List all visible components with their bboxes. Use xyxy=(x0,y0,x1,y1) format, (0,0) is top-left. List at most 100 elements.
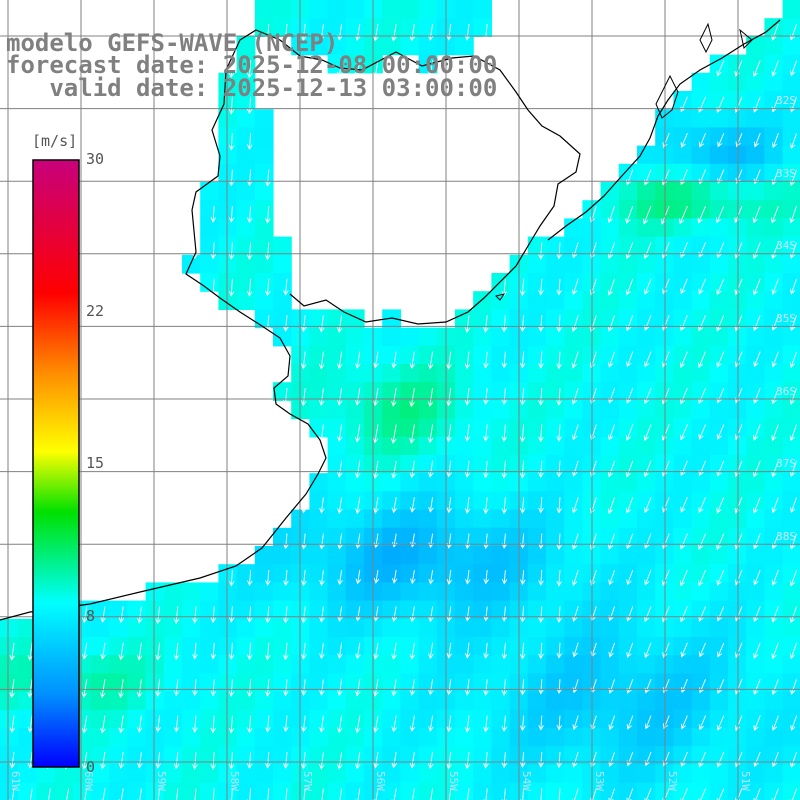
wind-speed-cell xyxy=(309,0,329,19)
wind-arrow xyxy=(373,788,379,800)
wind-speed-cell xyxy=(527,582,547,602)
wind-speed-cell xyxy=(618,728,638,747)
wind-speed-cell xyxy=(109,764,128,784)
wind-arrow xyxy=(354,387,361,406)
wind-speed-cell xyxy=(218,764,238,784)
wind-speed-cell xyxy=(546,400,565,420)
wind-speed-cell xyxy=(400,0,420,19)
wind-arrow xyxy=(501,788,508,800)
wind-arrow xyxy=(192,715,198,733)
wind-arrow xyxy=(337,23,343,41)
wind-arrow xyxy=(9,788,15,800)
wind-speed-cell xyxy=(491,327,511,347)
wind-arrow xyxy=(283,606,289,624)
wind-speed-cell xyxy=(400,691,420,711)
wind-speed-cell xyxy=(546,327,565,347)
wind-speed-cell xyxy=(327,637,347,656)
wind-speed-cell xyxy=(473,0,492,19)
wind-arrow xyxy=(157,788,161,800)
wind-arrow xyxy=(265,751,271,769)
wind-speed-cell xyxy=(254,746,274,765)
wind-speed-cell xyxy=(273,18,292,37)
wind-arrow xyxy=(753,424,761,441)
wind-speed-cell xyxy=(637,236,656,256)
wind-speed-cell xyxy=(200,709,219,729)
wind-speed-cell xyxy=(600,418,620,438)
lat-label-32s: 32S xyxy=(776,94,796,107)
wind-arrow xyxy=(337,533,343,550)
wind-speed-cell xyxy=(673,782,693,800)
wind-speed-cell xyxy=(527,345,547,365)
wind-speed-cell xyxy=(491,491,511,511)
wind-arrow xyxy=(66,788,70,800)
wind-speed-cell xyxy=(254,218,274,238)
wind-arrow xyxy=(318,351,325,370)
wind-speed-cell xyxy=(691,709,711,729)
wind-speed-cell xyxy=(109,618,128,638)
wind-speed-cell xyxy=(546,273,565,292)
wind-speed-cell xyxy=(728,218,747,238)
wind-speed-cell xyxy=(746,418,765,438)
wind-speed-cell xyxy=(691,764,711,784)
wind-speed-cell xyxy=(382,455,401,474)
wind-speed-cell xyxy=(782,564,800,583)
wind-speed-cell xyxy=(382,655,401,674)
wind-speed-cell xyxy=(455,564,474,583)
wind-speed-cell xyxy=(236,36,256,56)
wind-arrow xyxy=(446,569,453,585)
wind-speed-cell xyxy=(309,36,329,56)
wind-arrow xyxy=(246,788,253,800)
wind-speed-cell xyxy=(600,200,620,219)
wind-speed-cell xyxy=(618,236,638,256)
wind-arrow xyxy=(538,606,544,624)
wind-speed-cell xyxy=(72,782,92,800)
wind-speed-cell xyxy=(782,527,800,547)
wind-speed-cell xyxy=(637,345,656,365)
wind-speed-cell xyxy=(273,291,292,310)
wind-speed-cell xyxy=(127,709,147,729)
wind-speed-cell xyxy=(709,600,729,620)
wind-speed-cell xyxy=(291,509,310,529)
wind-speed-cell xyxy=(218,182,238,201)
wind-arrow xyxy=(301,569,307,587)
wind-speed-cell xyxy=(182,673,201,693)
wind-speed-cell xyxy=(127,746,147,765)
wind-speed-cell xyxy=(127,782,147,800)
wind-speed-cell xyxy=(709,709,729,729)
model-title: modelo GEFS-WAVE (NCEP) xyxy=(6,29,339,57)
wind-speed-cell xyxy=(218,72,238,92)
wind-speed-cell xyxy=(600,473,620,492)
wind-arrow xyxy=(519,788,526,800)
wind-speed-cell xyxy=(254,18,274,37)
wind-speed-cell xyxy=(673,236,693,256)
wind-speed-cell xyxy=(637,546,656,565)
wind-arrow xyxy=(538,424,544,443)
wind-speed-cell xyxy=(746,473,765,492)
wind-speed-cell xyxy=(746,309,765,329)
wind-speed-cell xyxy=(491,527,511,547)
wind-speed-cell xyxy=(345,491,365,511)
wind-arrow xyxy=(483,679,489,696)
wind-speed-cell xyxy=(673,91,693,110)
wind-arrow xyxy=(607,533,616,550)
lat-label-38s: 38S xyxy=(776,530,796,543)
wind-speed-cell xyxy=(200,691,219,711)
wind-speed-cell xyxy=(691,163,711,183)
wind-arrow xyxy=(501,460,508,479)
wind-speed-cell xyxy=(764,236,784,256)
wind-arrow xyxy=(608,788,616,800)
wind-speed-cell xyxy=(546,637,565,656)
wind-speed-cell xyxy=(163,582,183,602)
wind-speed-cell xyxy=(764,127,784,147)
wind-arrow xyxy=(448,788,452,800)
wind-speed-cell xyxy=(527,691,547,711)
wind-arrow xyxy=(680,278,688,295)
wind-speed-cell xyxy=(782,200,800,219)
wind-speed-cell xyxy=(691,691,711,711)
wind-speed-cell xyxy=(637,509,656,529)
wind-arrow xyxy=(410,569,416,585)
wind-arrow xyxy=(301,497,307,514)
wind-speed-cell xyxy=(746,109,765,128)
wind-speed-cell xyxy=(218,655,238,674)
